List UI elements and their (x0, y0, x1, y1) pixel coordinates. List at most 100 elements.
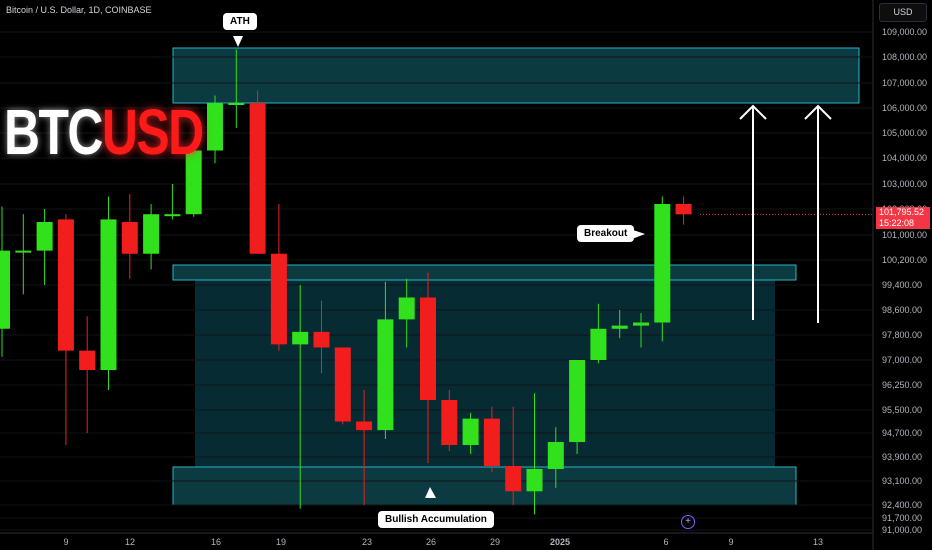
y-tick-label: 91,700.00 (882, 513, 922, 523)
y-tick-label: 100,200.00 (882, 255, 927, 265)
candle (228, 49, 245, 128)
y-axis[interactable]: 109,000.00 108,000.00 107,000.00 106,000.00… (882, 27, 927, 535)
candle-body (228, 103, 245, 105)
candle (675, 196, 692, 225)
candle (185, 150, 202, 217)
candle-body (675, 204, 692, 215)
candle (590, 303, 607, 364)
candle-body (420, 297, 436, 400)
gridlines (0, 31, 873, 531)
candle-body (15, 250, 32, 253)
candle-body (100, 219, 117, 370)
candle (143, 204, 160, 270)
candle (57, 214, 74, 445)
candle-body (505, 466, 522, 492)
candle-body (36, 222, 53, 251)
target-arrow-1 (739, 104, 767, 320)
x-axis[interactable]: 9 12 16 19 23 26 29 2025 6 9 13 (63, 537, 823, 547)
x-tick-label: 12 (125, 537, 135, 547)
candle-body (249, 103, 266, 254)
range-top-zone (172, 264, 797, 281)
candle (313, 300, 330, 374)
candle (654, 196, 671, 342)
y-tick-label: 94,700.00 (882, 428, 922, 438)
last-price-value: 101,795.52 (879, 207, 925, 217)
candle-body (0, 250, 10, 329)
candle (249, 90, 266, 254)
candle (547, 427, 564, 488)
plus-circle-icon[interactable]: + (681, 515, 695, 529)
x-tick-label: 23 (362, 537, 372, 547)
accum-pointer (425, 487, 436, 498)
candle (79, 316, 96, 433)
x-tick-label: 13 (813, 537, 823, 547)
candle (462, 412, 479, 454)
candle (441, 390, 458, 451)
ath-pointer (233, 36, 243, 47)
last-price-tag: 101,795.52 15:22:08 (876, 207, 930, 229)
candle-body (57, 219, 74, 351)
candle-body (547, 442, 564, 469)
candle-body (462, 418, 479, 445)
x-tick-label: 29 (490, 537, 500, 547)
candle (420, 272, 436, 463)
y-tick-label: 97,000.00 (882, 355, 922, 365)
y-tick-label: 98,600.00 (882, 305, 922, 315)
candle (270, 204, 287, 351)
candle-body (143, 214, 160, 254)
y-tick-label: 95,500.00 (882, 405, 922, 415)
logo-btc: BTC (4, 96, 103, 168)
candle (292, 285, 309, 509)
candle (15, 214, 32, 295)
x-tick-label: 9 (728, 537, 733, 547)
candle-body (569, 360, 586, 442)
x-tick-label: 26 (426, 537, 436, 547)
currency-button[interactable]: USD (879, 3, 927, 22)
candle-body (377, 319, 394, 431)
symbol-header[interactable]: Bitcoin / U.S. Dollar, 1D, COINBASE (6, 5, 152, 15)
candle-body (590, 328, 607, 360)
y-tick-label: 92,400.00 (882, 500, 922, 510)
x-tick-label: 6 (663, 537, 668, 547)
y-tick-label: 101,000.00 (882, 230, 927, 240)
candle (207, 95, 223, 164)
candle (164, 184, 181, 220)
candle (526, 393, 543, 515)
candle-body (292, 331, 309, 345)
candle-body (441, 400, 458, 445)
candles-group (0, 49, 873, 515)
y-tick-label: 106,000.00 (882, 103, 927, 113)
candle (0, 206, 10, 357)
candle-body (526, 469, 543, 492)
candle (633, 313, 649, 348)
candle (611, 310, 628, 339)
candle-body (356, 421, 373, 431)
candle-body (654, 204, 671, 323)
resistance-zone (172, 47, 860, 104)
target-arrow-2 (804, 104, 832, 323)
y-tick-label: 108,000.00 (882, 52, 927, 62)
candle (377, 281, 394, 439)
breakout-callout: Breakout (577, 225, 635, 242)
y-tick-label: 107,000.00 (882, 78, 927, 88)
logo-usd: USD (101, 96, 204, 168)
candle-body (334, 347, 351, 422)
candle-body (398, 297, 415, 320)
candle-body (121, 222, 138, 254)
candle-body (185, 150, 202, 215)
y-tick-label: 96,250.00 (882, 380, 922, 390)
y-tick-label: 103,000.00 (882, 179, 927, 189)
y-tick-label: 97,800.00 (882, 330, 922, 340)
x-tick-label: 9 (63, 537, 68, 547)
candle-body (483, 418, 500, 466)
candle-body (79, 350, 96, 370)
candle-body (633, 322, 649, 326)
x-tick-label: 2025 (550, 537, 570, 547)
candle (569, 360, 586, 454)
candle (121, 194, 138, 279)
y-tick-label: 105,000.00 (882, 128, 927, 138)
ath-callout: ATH (223, 13, 257, 30)
y-tick-label: 109,000.00 (882, 27, 927, 37)
x-tick-label: 16 (211, 537, 221, 547)
